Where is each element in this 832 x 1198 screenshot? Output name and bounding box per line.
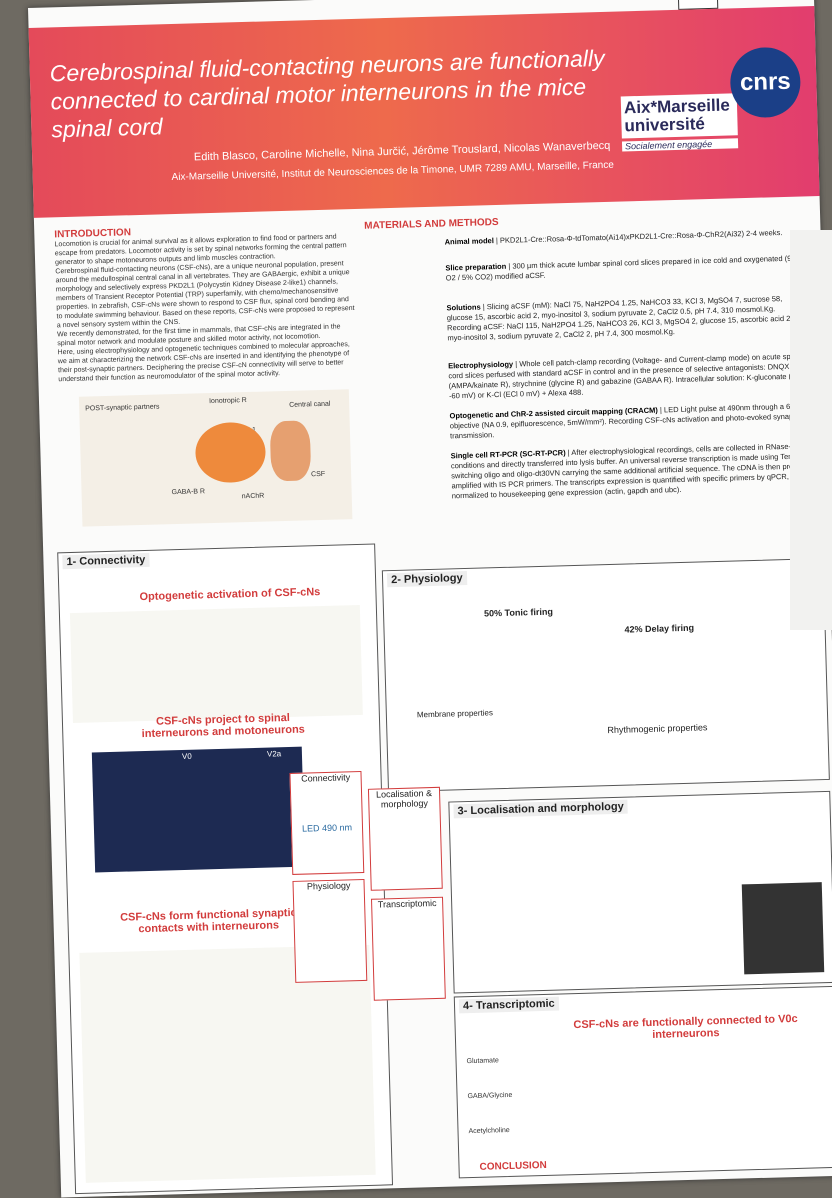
subtitle: Optogenetic activation of CSF-cNs [139, 586, 321, 604]
neighbor-poster [790, 230, 832, 630]
section-transcriptomic: 4- Transcriptomic CSF-cNs are functional… [453, 985, 832, 1179]
heading: 2- Physiology [386, 570, 467, 588]
method-item: Single cell RT-PCR (SC-RT-PCR) | After e… [450, 441, 811, 501]
summary-connectivity: Connectivity LED 490 nm [289, 770, 365, 875]
label: Electrophysiology [448, 359, 514, 371]
title: Cerebrospinal fluid-contacting neurons a… [49, 44, 605, 143]
led: LED 490 nm [301, 822, 353, 834]
paragraph: Here, using electrophysiology and optoge… [57, 341, 350, 384]
label: Connectivity [300, 772, 351, 784]
introduction: INTRODUCTION Locomotion is crucial for a… [54, 221, 358, 384]
text: PKD2L1-Cre::Rosa-Φ-tdTomato(Ai14)xPKD2L1… [499, 228, 783, 245]
membrane: Membrane properties [416, 708, 494, 720]
section-physiology: 2- Physiology 50% Tonic firing 42% Delay… [381, 557, 830, 793]
method-item: Electrophysiology | Whole cell patch-cla… [448, 351, 804, 401]
label: Solutions [446, 302, 481, 313]
projection-title: CSF-cNs project to spinal interneurons a… [141, 711, 306, 741]
university-logo: Aix*Marseille université [620, 93, 738, 139]
summary-transcriptomic: Transcriptomic [371, 896, 446, 1001]
section-localisation: 3- Localisation and morphology [448, 790, 832, 994]
method-item: Animal model | PKD2L1-Cre::Rosa-Φ-tdToma… [444, 228, 783, 247]
micrograph [741, 882, 825, 975]
figure-label: Central canal [289, 400, 331, 409]
tonic: 50% Tonic firing [483, 606, 554, 619]
heading: 1- Connectivity [62, 552, 150, 570]
heading: 3- Localisation and morphology [453, 799, 628, 819]
text: Whole cell patch-clamp recording (Voltag… [448, 351, 804, 401]
heading: MATERIALS AND METHODS [364, 216, 499, 232]
method-item: Slice preparation | 300 µm thick acute l… [445, 253, 803, 283]
figure-label: Ionotropic R [208, 397, 247, 406]
method-item: Optogenetic and ChR-2 assisted circuit m… [449, 401, 801, 441]
figure-label: GABA-B R [171, 488, 206, 497]
label: Animal model [444, 236, 494, 247]
traces [69, 604, 363, 724]
text: Slicing aCSF (mM): NaCl 75, NaH2PO4 1.25… [446, 294, 793, 343]
summary-physiology: Physiology [292, 878, 368, 983]
rhythmogenic: Rhythmogenic properties [607, 722, 708, 736]
micrograph: V0 V2a [91, 746, 306, 873]
method-item: Solutions | Slicing aCSF (mM): NaCl 75, … [446, 294, 793, 343]
figure-label: CSF [311, 470, 326, 479]
heading: 4- Transcriptomic [458, 996, 559, 1014]
delay: 42% Delay firing [624, 622, 695, 635]
figure-label: POST-synaptic partners [85, 403, 160, 413]
canal-icon [269, 420, 312, 482]
label: V0 [181, 751, 192, 761]
title: CSF-cNs are functionally connected to V0… [573, 1012, 798, 1041]
synaptic-title: CSF-cNs form functional synaptic contact… [119, 906, 297, 936]
label: GABA/Glycine [467, 1091, 513, 1101]
conclusion: CONCLUSION [479, 1159, 547, 1173]
summary-localisation: Localisation & morphology [367, 786, 443, 891]
neuron-icon [194, 421, 267, 484]
label: Acetylcholine [468, 1126, 510, 1136]
label: Slice preparation [445, 261, 507, 273]
label: V2a [266, 749, 282, 759]
paragraph: Cerebrospinal fluid-contacting neurons (… [55, 260, 355, 330]
figure-label: nAChR [241, 492, 265, 501]
label: Glutamate [466, 1057, 499, 1066]
poster: 68 Cerebrospinal fluid-contacting neuron… [28, 0, 832, 1198]
intro-figure: POST-synaptic partners Ionotropic R PKD2… [78, 389, 353, 527]
methods: MATERIALS AND METHODS Animal model | PKD… [364, 208, 812, 513]
